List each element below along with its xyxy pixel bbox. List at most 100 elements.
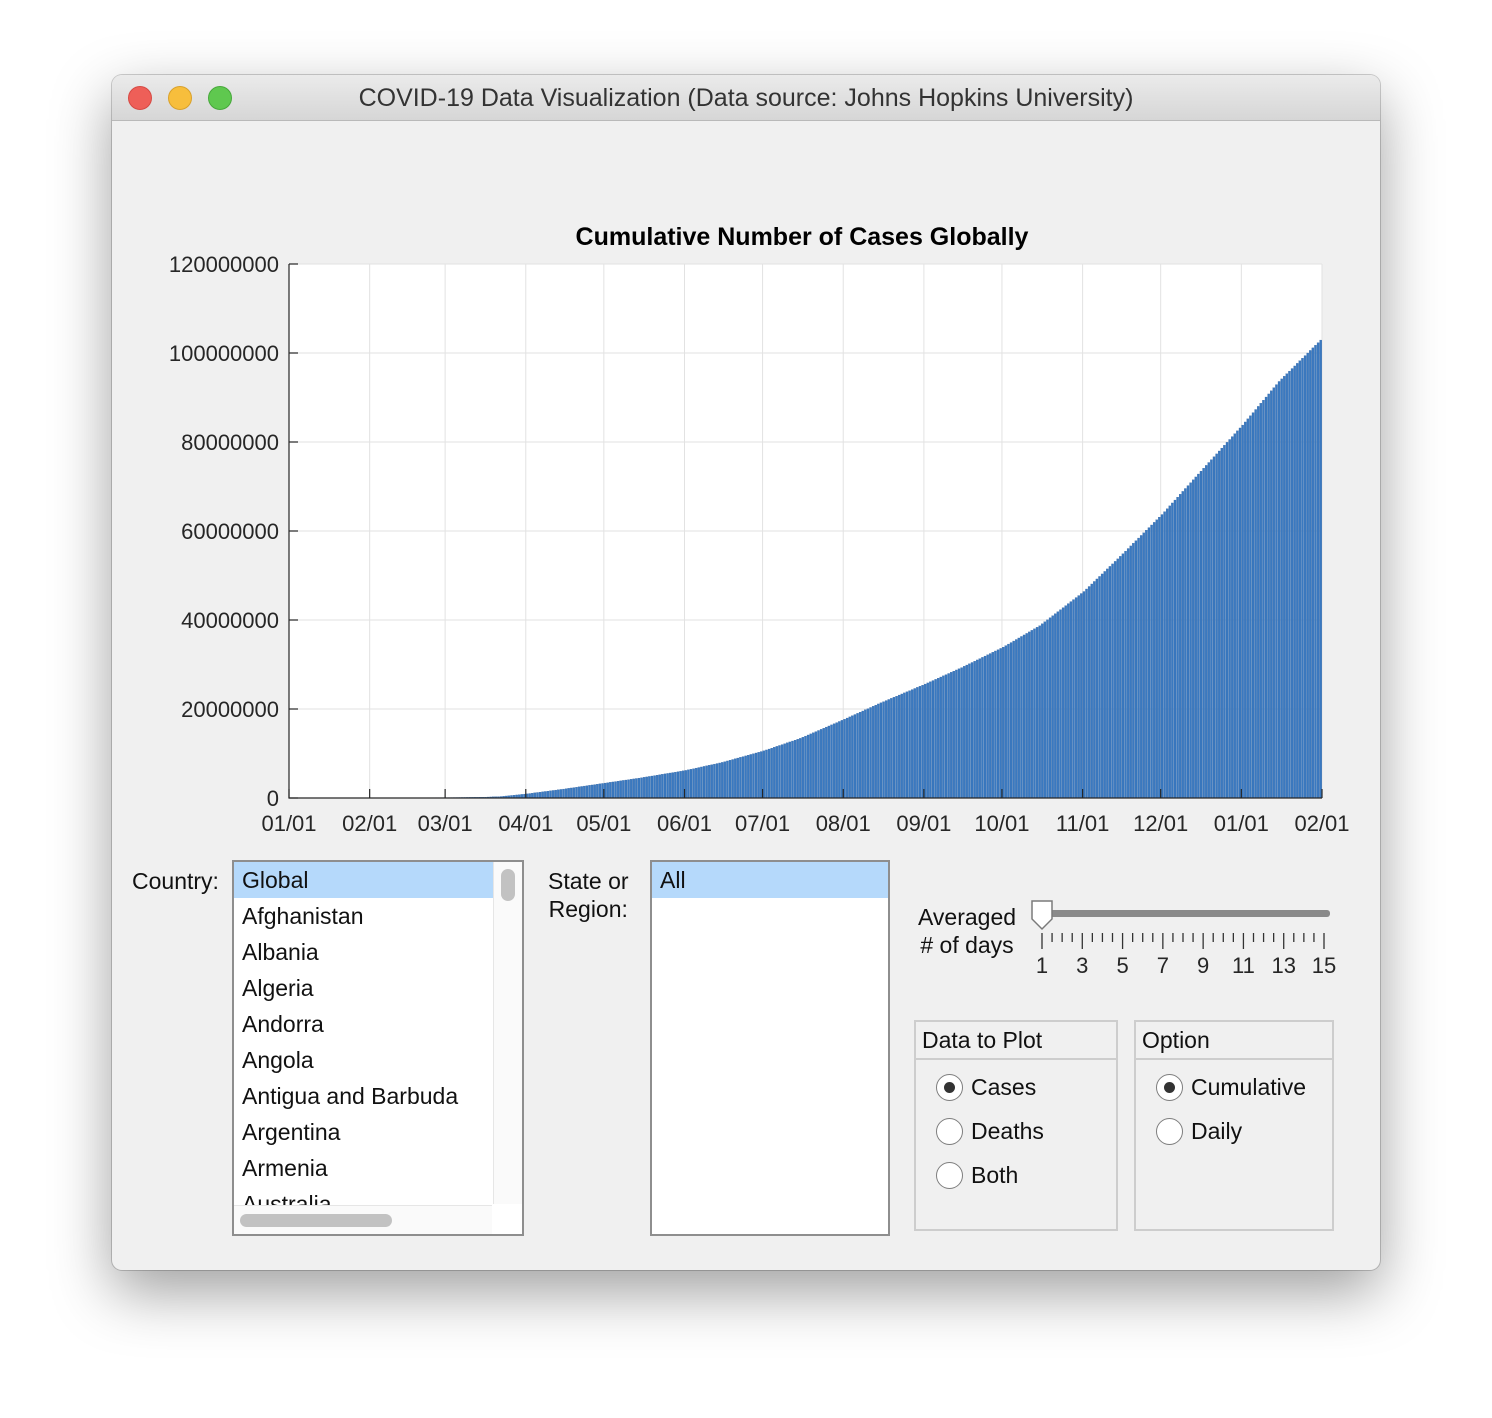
chart-bar — [1121, 553, 1125, 799]
chart-bar — [1106, 568, 1109, 799]
chart-bar — [596, 784, 599, 799]
chart-bar — [1215, 453, 1218, 799]
country-list-item[interactable]: Argentina — [242, 1119, 341, 1145]
chart-bar — [973, 661, 976, 799]
chart-bar — [557, 789, 560, 799]
country-list-item[interactable]: Albania — [242, 939, 319, 965]
plot-option-option-daily[interactable]: Daily — [1156, 1116, 1242, 1146]
chart-bar — [749, 754, 753, 799]
chart-bar — [1189, 482, 1192, 799]
x-tick-label: 12/01 — [1133, 811, 1188, 836]
chart-bar — [705, 765, 708, 799]
chart-bar — [1262, 400, 1265, 799]
country-list-horizontal-scrollbar[interactable] — [234, 1205, 492, 1234]
x-tick-label: 06/01 — [657, 811, 712, 836]
region-label-line1: State or — [548, 868, 629, 894]
country-list-item[interactable]: Angola — [242, 1047, 314, 1073]
chart-bar — [739, 757, 742, 799]
chart-bar — [697, 767, 701, 799]
chart-bar — [1085, 588, 1088, 799]
chart-bar — [580, 786, 583, 799]
chart-bar — [830, 724, 833, 799]
country-list-horizontal-scroll-thumb[interactable] — [240, 1214, 392, 1227]
data-to-plot-radio-deaths[interactable] — [936, 1117, 963, 1145]
chart-bar — [963, 666, 966, 799]
chart-bar — [845, 717, 849, 799]
slider-track[interactable] — [1046, 910, 1330, 917]
chart-bar — [593, 784, 596, 799]
averaging-days-slider[interactable]: 1 3 5 7 9 11 13 15 — [1030, 897, 1360, 987]
chart-bar — [1145, 530, 1148, 799]
plot-option-radio-daily[interactable] — [1156, 1117, 1183, 1145]
chart-bar — [799, 738, 802, 799]
chart-bar — [887, 699, 890, 799]
chart-bar — [1015, 639, 1018, 799]
chart-bar — [721, 762, 724, 799]
chart-bar — [1033, 628, 1036, 799]
chart-bar — [585, 785, 589, 799]
chart-bar — [549, 790, 552, 799]
chart-bar — [606, 782, 609, 799]
chart-bar — [1132, 543, 1135, 799]
close-window-button[interactable] — [128, 86, 152, 110]
data-to-plot-option-deaths[interactable]: Deaths — [936, 1116, 1044, 1146]
chart-bar — [1220, 447, 1224, 799]
chart-bar — [536, 792, 539, 799]
country-list-item[interactable]: Armenia — [242, 1155, 328, 1181]
chart-bar — [924, 683, 927, 799]
chart-bar — [838, 721, 841, 799]
data-to-plot-option-both[interactable]: Both — [936, 1160, 1018, 1190]
region-list[interactable]: All — [650, 860, 890, 1236]
chart-bar — [1126, 548, 1130, 799]
chart-bar — [1257, 406, 1260, 799]
minimize-window-button[interactable] — [168, 86, 192, 110]
x-tick-label: 01/01 — [261, 811, 316, 836]
chart-bar — [1087, 586, 1091, 799]
chart-bar — [747, 755, 750, 799]
data-to-plot-option-cases[interactable]: Cases — [936, 1072, 1036, 1102]
chart-bar — [986, 654, 989, 799]
chart-bar — [1137, 537, 1140, 799]
chart-bar — [642, 777, 646, 799]
chart-bar — [1207, 462, 1211, 799]
slider-tick-label: 3 — [1076, 953, 1088, 978]
country-list-vertical-scrollbar[interactable] — [493, 862, 522, 1204]
plot-option-option-cumulative[interactable]: Cumulative — [1156, 1072, 1306, 1102]
chart-bar — [1009, 642, 1013, 799]
slider-tick-label: 1 — [1036, 953, 1048, 978]
country-list-item[interactable]: Global — [234, 862, 522, 898]
chart-bar — [1007, 643, 1010, 799]
country-list-item[interactable]: Andorra — [242, 1011, 324, 1037]
chart-bar — [637, 777, 641, 799]
data-to-plot-radio-both[interactable] — [936, 1161, 963, 1189]
zoom-window-button[interactable] — [208, 86, 232, 110]
country-list[interactable]: Global Afghanistan Albania Algeria Andorra An… — [232, 860, 524, 1236]
chart-bar — [1249, 415, 1252, 799]
chart-bar — [1080, 593, 1083, 799]
app-window: COVID-19 Data Visualization (Data source… — [112, 75, 1380, 1270]
country-list-item[interactable]: Algeria — [242, 975, 314, 1001]
country-list-item[interactable]: Antigua and Barbuda — [242, 1083, 459, 1109]
slider-thumb[interactable] — [1031, 900, 1053, 931]
chart-bar — [614, 781, 617, 799]
chart-bar — [890, 698, 893, 799]
title-bar: COVID-19 Data Visualization (Data source… — [112, 75, 1380, 121]
chart-bars — [343, 339, 1322, 799]
plot-option-radio-cumulative[interactable] — [1156, 1073, 1183, 1101]
chart-bar — [622, 780, 625, 799]
chart-bar — [669, 772, 672, 799]
chart-bar — [976, 659, 979, 799]
chart-bar — [989, 653, 992, 799]
data-to-plot-radio-cases[interactable] — [936, 1073, 963, 1101]
chart-bar — [1259, 403, 1263, 799]
country-list-vertical-scroll-thumb[interactable] — [501, 869, 515, 901]
chart-bar — [767, 748, 771, 799]
chart-bar — [848, 716, 851, 799]
chart-bar — [731, 759, 734, 799]
region-list-item[interactable]: All — [652, 862, 888, 898]
chart-bar — [559, 789, 563, 799]
chart-bar — [1064, 605, 1067, 799]
country-list-item[interactable]: Afghanistan — [242, 903, 364, 929]
chart-bar — [1119, 556, 1122, 799]
x-tick-label: 04/01 — [498, 811, 553, 836]
